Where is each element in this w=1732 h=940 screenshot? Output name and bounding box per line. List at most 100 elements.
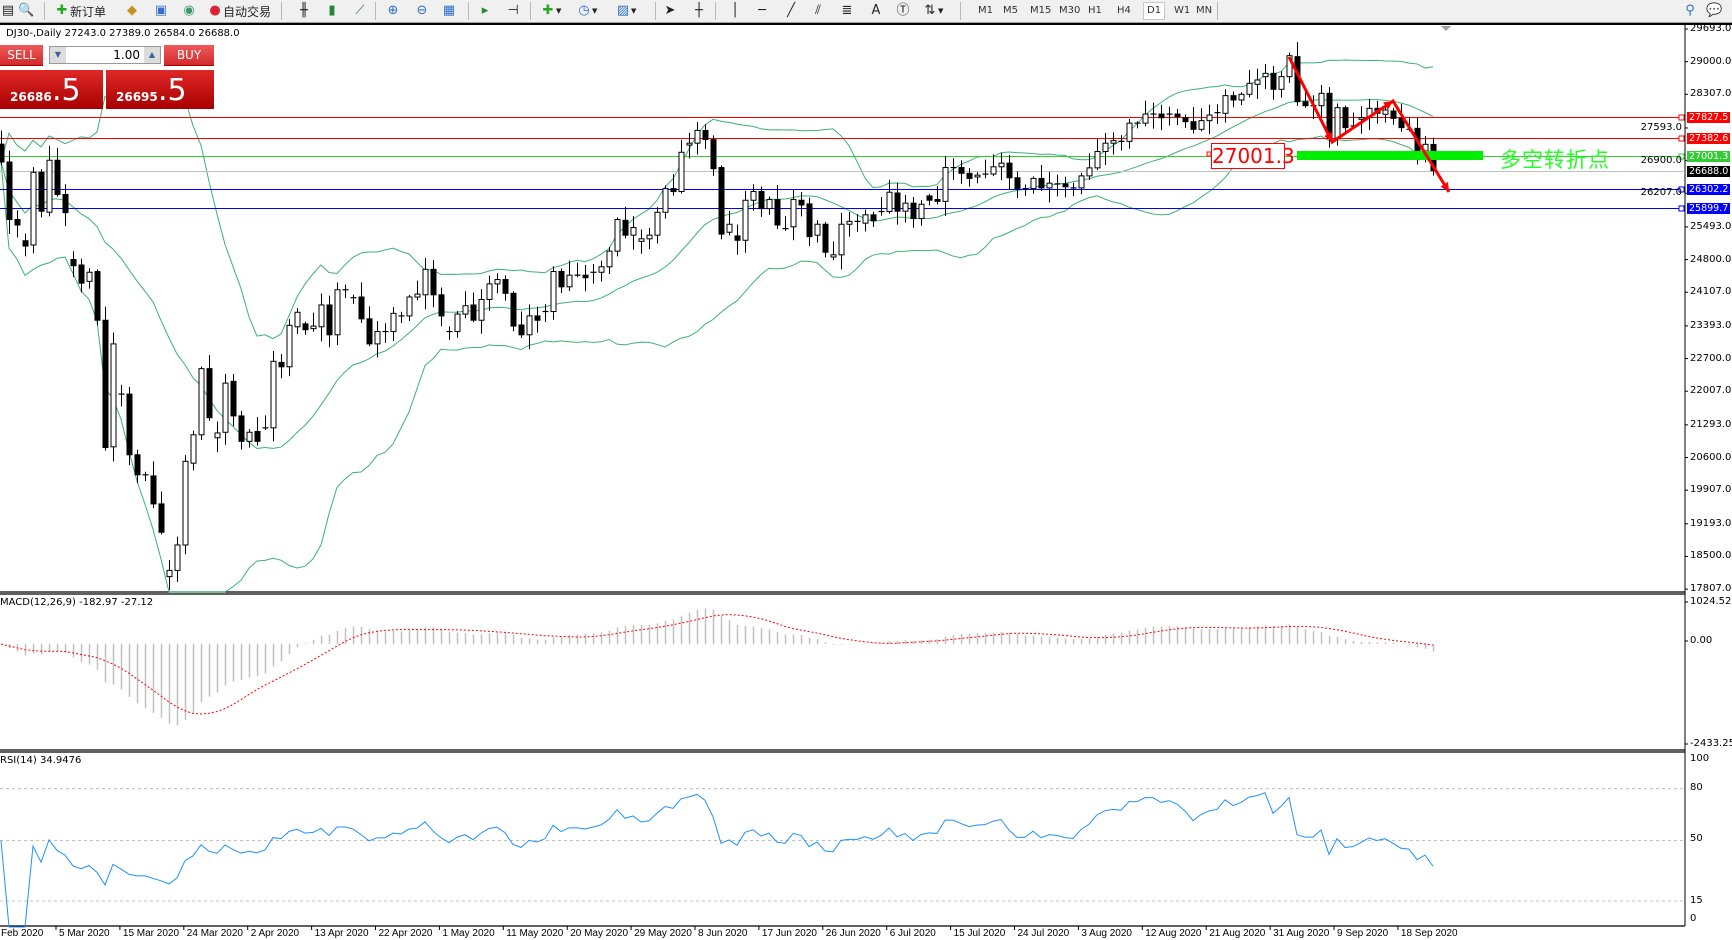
zoom-out-button[interactable]: ⊖ [414,2,430,20]
candle-body-bull [1334,107,1341,139]
candle [662,185,669,219]
candle-body-bear [38,171,45,212]
candle-body-bear [1270,72,1277,90]
new-order-icon: ✚ [56,3,68,18]
indicators-button[interactable]: ✚ ▼ [540,2,562,20]
candle [958,160,965,184]
candle-body-bull [662,188,669,213]
candle [1038,164,1045,192]
new-order-button[interactable]: ✚ 新订单 [54,2,106,20]
chart-shift-icon: ⊣ [507,3,519,18]
clock-icon: ◷ [578,3,590,18]
candle [798,191,805,217]
candle-body-bull [478,298,485,321]
candle [158,491,165,535]
candle-body-bull [174,544,181,571]
candle-body-bull [86,271,93,282]
candle [38,169,45,218]
crosshair-button[interactable]: ┼ [691,2,707,20]
search-button[interactable]: ⚲ [1682,2,1698,20]
candle-body-bull [790,199,797,228]
equidistant-channel-button[interactable]: ⫽ [810,2,826,20]
lot-decrease-icon[interactable]: ▼ [50,47,66,63]
candle-body-bull [1094,151,1101,169]
lot-increase-icon[interactable]: ▲ [144,47,160,63]
buy-price-button[interactable]: 26695 .5 [106,70,214,109]
annotation-text[interactable]: 多空转折点 [1500,148,1610,172]
zoom-in-button[interactable]: ⊕ [385,2,401,20]
date-label: 9 Sep 2020 [1337,928,1389,939]
sell-button[interactable]: SELL [0,45,43,66]
chevron-down-icon: ▼ [556,7,562,15]
candle-body-bull [862,214,869,224]
candlestick-button[interactable]: ▮ [324,2,340,20]
candle-body-bear [870,214,877,222]
text-button[interactable]: A [868,2,884,20]
print-preview-icon: 🔍 [18,3,35,18]
date-label: 8 Jun 2020 [698,928,748,939]
candle [1238,92,1245,106]
timeframe-h4[interactable]: H4 [1117,5,1131,16]
candle [886,179,893,214]
auto-trading-button[interactable]: ● 自动交易 [207,2,271,20]
toolbar-icon-profiles[interactable]: ▤ [0,2,16,20]
lot-size-input[interactable]: ▼ 1.00 ▲ [49,46,161,64]
line-chart-button[interactable]: ⟋ [352,2,368,20]
timeframe-h1[interactable]: H1 [1088,5,1102,16]
buy-button[interactable]: BUY [164,45,214,66]
vertical-line-button[interactable]: │ [727,2,743,20]
text-label-button[interactable]: Ⓣ [895,2,911,20]
cursor-button[interactable]: ➤ [662,2,678,20]
periods-button[interactable]: ◷ ▼ [576,2,597,20]
chat-button[interactable]: 💬 [1706,2,1722,20]
autoscroll-button[interactable]: ▸ [477,2,493,20]
candle-body-bear [278,361,285,368]
timeframe-w1[interactable]: W1 [1174,5,1191,16]
candle [78,258,85,293]
candle-body-bear [238,415,245,442]
annotation-price-label[interactable]: 27001.3 [1211,143,1295,169]
candle-body-bear [622,219,629,236]
arrows-button[interactable]: ⇅ ▼ [922,2,944,20]
chart-shift-button[interactable]: ⊣ [505,2,521,20]
timeframe-mn[interactable]: MN [1196,5,1213,16]
lot-size-value[interactable]: 1.00 [113,48,140,62]
timeframe-m15[interactable]: M15 [1030,5,1052,16]
chevron-down-icon: ▼ [592,7,598,15]
candle-body-bear [78,264,85,284]
candle [1150,102,1157,129]
trendline-button[interactable]: ╱ [783,2,799,20]
candle [374,321,381,358]
candle [734,224,741,255]
candle-body-bear [822,223,829,253]
timeframe-m1[interactable]: M1 [978,5,993,16]
bar-chart-button[interactable]: ╫ [296,2,312,20]
timeframe-m5[interactable]: M5 [1003,5,1018,16]
candle-body-bull [334,289,341,336]
fibonacci-button[interactable]: ≣ [839,2,855,20]
candle [646,227,653,250]
terminal-button[interactable]: ▣ [153,2,169,20]
macd-tick-label: -2433.25 [1690,738,1732,749]
timeframe-d1[interactable]: D1 [1143,2,1166,20]
templates-button[interactable]: ▨ ▼ [615,2,637,20]
level-price-label: 27001.3 [1687,150,1730,162]
horizontal-line-button[interactable]: ─ [754,2,770,20]
candle-body-bear [934,199,941,202]
sell-price-button[interactable]: 26686 .5 [0,70,103,109]
candle [1190,107,1197,134]
metaeditor-button[interactable]: ◆ [124,2,140,20]
candle [486,275,493,311]
candle [94,269,101,326]
print-preview-button[interactable]: 🔍 [18,2,34,20]
tile-windows-button[interactable]: ▦ [441,2,457,20]
rsi-header: RSI(14) 34.9476 [0,755,82,766]
candle [822,222,829,258]
candle-body-bull [1030,177,1037,190]
timeframe-m30[interactable]: M30 [1059,5,1081,16]
candle-body-bull [654,211,661,236]
candle [1206,104,1213,135]
candle [54,147,61,197]
signals-button[interactable]: ◉ [181,2,197,20]
